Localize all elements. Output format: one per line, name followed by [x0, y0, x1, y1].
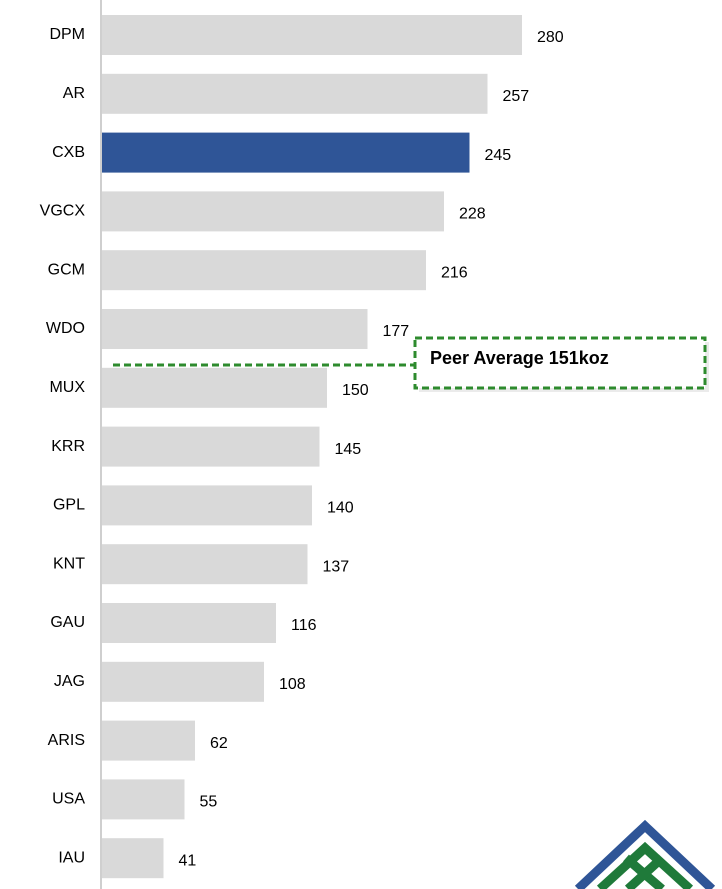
value-label: 55 — [200, 794, 218, 811]
value-label: 108 — [279, 676, 306, 693]
bar — [102, 426, 320, 467]
value-label: 150 — [342, 382, 369, 399]
category-label: MUX — [49, 379, 85, 396]
value-label: 116 — [291, 617, 317, 634]
value-label: 177 — [383, 323, 410, 340]
category-label: JAG — [54, 673, 85, 690]
category-label: ARIS — [48, 732, 85, 749]
value-label: 228 — [459, 206, 486, 223]
bar — [102, 661, 264, 702]
bar — [102, 132, 470, 173]
value-label: 145 — [335, 441, 362, 458]
value-label: 280 — [537, 29, 564, 46]
category-label: DPM — [49, 26, 85, 43]
category-label: GPL — [53, 497, 85, 514]
value-label: 245 — [485, 147, 512, 164]
value-label: 137 — [323, 558, 350, 575]
bar — [102, 779, 185, 820]
category-label: KNT — [53, 555, 85, 572]
value-label: 62 — [210, 735, 228, 752]
category-label: USA — [52, 791, 85, 808]
category-label: IAU — [58, 849, 85, 866]
bar — [102, 367, 327, 408]
category-label: GCM — [48, 261, 85, 278]
value-label: 216 — [441, 264, 468, 281]
bar — [102, 73, 488, 114]
annotation: Peer Average 151koz — [430, 348, 609, 368]
bar — [102, 15, 522, 55]
bar — [102, 485, 312, 526]
category-label: WDO — [46, 320, 85, 337]
category-label: AR — [63, 85, 85, 102]
bar — [102, 250, 426, 291]
value-label: 140 — [327, 500, 354, 517]
bar — [102, 309, 368, 349]
category-label: KRR — [51, 438, 85, 455]
bar — [102, 838, 164, 879]
bar — [102, 191, 444, 232]
annotation-box — [413, 336, 707, 390]
category-label: GAU — [50, 614, 85, 631]
value-label: 41 — [179, 852, 197, 869]
bar — [102, 720, 195, 761]
bar — [102, 544, 308, 585]
logo — [574, 819, 716, 889]
bar — [102, 603, 276, 643]
value-label: 257 — [503, 88, 530, 105]
category-label: CXB — [52, 144, 85, 161]
category-label: VGCX — [40, 203, 86, 220]
